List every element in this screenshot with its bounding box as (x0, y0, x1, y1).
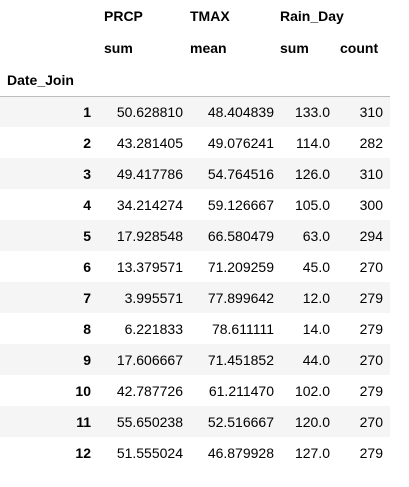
cell-prcp-sum: 13.379571 (116, 258, 183, 275)
table-row: 6 13.379571 71.209259 45.0 270 (0, 251, 390, 282)
cell-tmax-mean: 49.076241 (207, 134, 274, 151)
cell-prcp-sum: 17.928548 (116, 227, 183, 244)
cell-tmax-mean: 61.211470 (208, 382, 274, 399)
column-header-prcp: PRCP (104, 8, 143, 24)
cell-rain-day-count: 310 (359, 103, 383, 120)
row-index-cell: 2 (83, 134, 91, 151)
cell-rain-day-sum: 14.0 (302, 320, 330, 337)
cell-tmax-mean: 54.764516 (207, 165, 274, 182)
cell-rain-day-sum: 114.0 (296, 134, 330, 151)
table-row: 4 34.214274 59.126667 105.0 300 (0, 189, 390, 220)
cell-rain-day-count: 279 (359, 382, 383, 399)
table-row: 9 17.606667 71.451852 44.0 270 (0, 344, 390, 375)
header-empty-cell (338, 64, 390, 97)
cell-tmax-mean: 78.611111 (211, 320, 274, 337)
cell-tmax-mean: 66.580479 (207, 227, 274, 244)
table-header: PRCP TMAX Rain_Day sum mean sum count Da… (0, 0, 390, 97)
row-index-cell: 8 (83, 320, 91, 337)
header-corner-cell (0, 32, 95, 64)
table-row: 7 3.995571 77.899642 12.0 279 (0, 282, 390, 313)
table-row: 2 43.281405 49.076241 114.0 282 (0, 127, 390, 158)
row-index-cell: 11 (76, 413, 91, 430)
cell-tmax-mean: 52.516667 (207, 413, 274, 430)
cell-tmax-mean: 59.126667 (207, 196, 274, 213)
row-index-cell: 7 (83, 289, 91, 306)
cell-rain-day-sum: 63.0 (302, 227, 330, 244)
row-index-cell: 3 (83, 165, 91, 182)
index-name-header: Date_Join (0, 64, 95, 97)
cell-rain-day-sum: 133.0 (294, 103, 330, 120)
cell-rain-day-count: 270 (359, 258, 383, 275)
cell-rain-day-sum: 127.0 (294, 444, 330, 461)
header-empty-cell (280, 64, 338, 97)
table-row: 5 17.928548 66.580479 63.0 294 (0, 220, 390, 251)
cell-rain-day-sum: 102.0 (294, 382, 330, 399)
cell-rain-day-count: 282 (359, 134, 383, 151)
cell-tmax-mean: 71.451852 (207, 351, 274, 368)
table-row: 11 55.650238 52.516667 120.0 270 (0, 406, 390, 437)
cell-rain-day-count: 279 (359, 320, 383, 337)
cell-rain-day-sum: 44.0 (302, 351, 330, 368)
table-row: 3 49.417786 54.764516 126.0 310 (0, 158, 390, 189)
table-row: 10 42.787726 61.211470 102.0 279 (0, 375, 390, 406)
subheader-prcp-sum: sum (104, 40, 133, 56)
cell-tmax-mean: 71.209259 (207, 258, 274, 275)
cell-prcp-sum: 17.606667 (116, 351, 183, 368)
cell-rain-day-count: 279 (359, 444, 383, 461)
cell-rain-day-count: 270 (359, 351, 383, 368)
table-body: 1 50.628810 48.404839 133.0 310 2 43.281405 49.… (0, 96, 390, 468)
table-row: 8 6.221833 78.611111 14.0 279 (0, 313, 390, 344)
header-corner-cell (0, 0, 95, 32)
cell-prcp-sum: 49.417786 (116, 165, 183, 182)
table-row: 1 50.628810 48.404839 133.0 310 (0, 96, 390, 127)
cell-prcp-sum: 43.281405 (116, 134, 183, 151)
cell-prcp-sum: 51.555024 (116, 444, 183, 461)
table-row: 12 51.555024 46.879928 127.0 279 (0, 437, 390, 468)
row-index-cell: 12 (75, 444, 91, 461)
row-index-cell: 4 (83, 196, 91, 213)
cell-rain-day-sum: 105.0 (294, 196, 330, 213)
cell-tmax-mean: 48.404839 (207, 103, 274, 120)
row-index-cell: 1 (83, 103, 91, 120)
cell-tmax-mean: 77.899642 (207, 289, 274, 306)
cell-prcp-sum: 55.650238 (116, 413, 183, 430)
cell-prcp-sum: 3.995571 (124, 289, 183, 306)
cell-rain-day-sum: 120.0 (294, 413, 330, 430)
header-row-index-name: Date_Join (0, 64, 390, 97)
row-index-cell: 9 (83, 351, 91, 368)
cell-rain-day-count: 310 (359, 165, 383, 182)
header-row-level0: PRCP TMAX Rain_Day (0, 0, 390, 32)
subheader-rain-day-count: count (340, 40, 379, 56)
cell-prcp-sum: 34.214274 (116, 196, 183, 213)
cell-prcp-sum: 6.221833 (124, 320, 183, 337)
header-empty-cell (95, 64, 190, 97)
cell-rain-day-count: 300 (359, 196, 383, 213)
subheader-tmax-mean: mean (190, 40, 227, 56)
dataframe-table: PRCP TMAX Rain_Day sum mean sum count Da… (0, 0, 390, 468)
header-empty-cell (190, 64, 280, 97)
cell-rain-day-count: 279 (359, 289, 383, 306)
column-header-tmax: TMAX (190, 8, 230, 24)
cell-prcp-sum: 50.628810 (116, 103, 183, 120)
cell-rain-day-sum: 12.0 (302, 289, 330, 306)
cell-rain-day-sum: 126.0 (294, 165, 330, 182)
cell-rain-day-count: 270 (359, 413, 383, 430)
subheader-rain-day-sum: sum (280, 40, 309, 56)
cell-prcp-sum: 42.787726 (116, 382, 183, 399)
cell-tmax-mean: 46.879928 (207, 444, 274, 461)
cell-rain-day-sum: 45.0 (302, 258, 330, 275)
header-row-level1: sum mean sum count (0, 32, 390, 64)
cell-rain-day-count: 294 (359, 227, 383, 244)
row-index-cell: 6 (83, 258, 91, 275)
row-index-cell: 10 (75, 382, 91, 399)
row-index-cell: 5 (83, 227, 91, 244)
column-header-rain-day: Rain_Day (280, 8, 344, 24)
